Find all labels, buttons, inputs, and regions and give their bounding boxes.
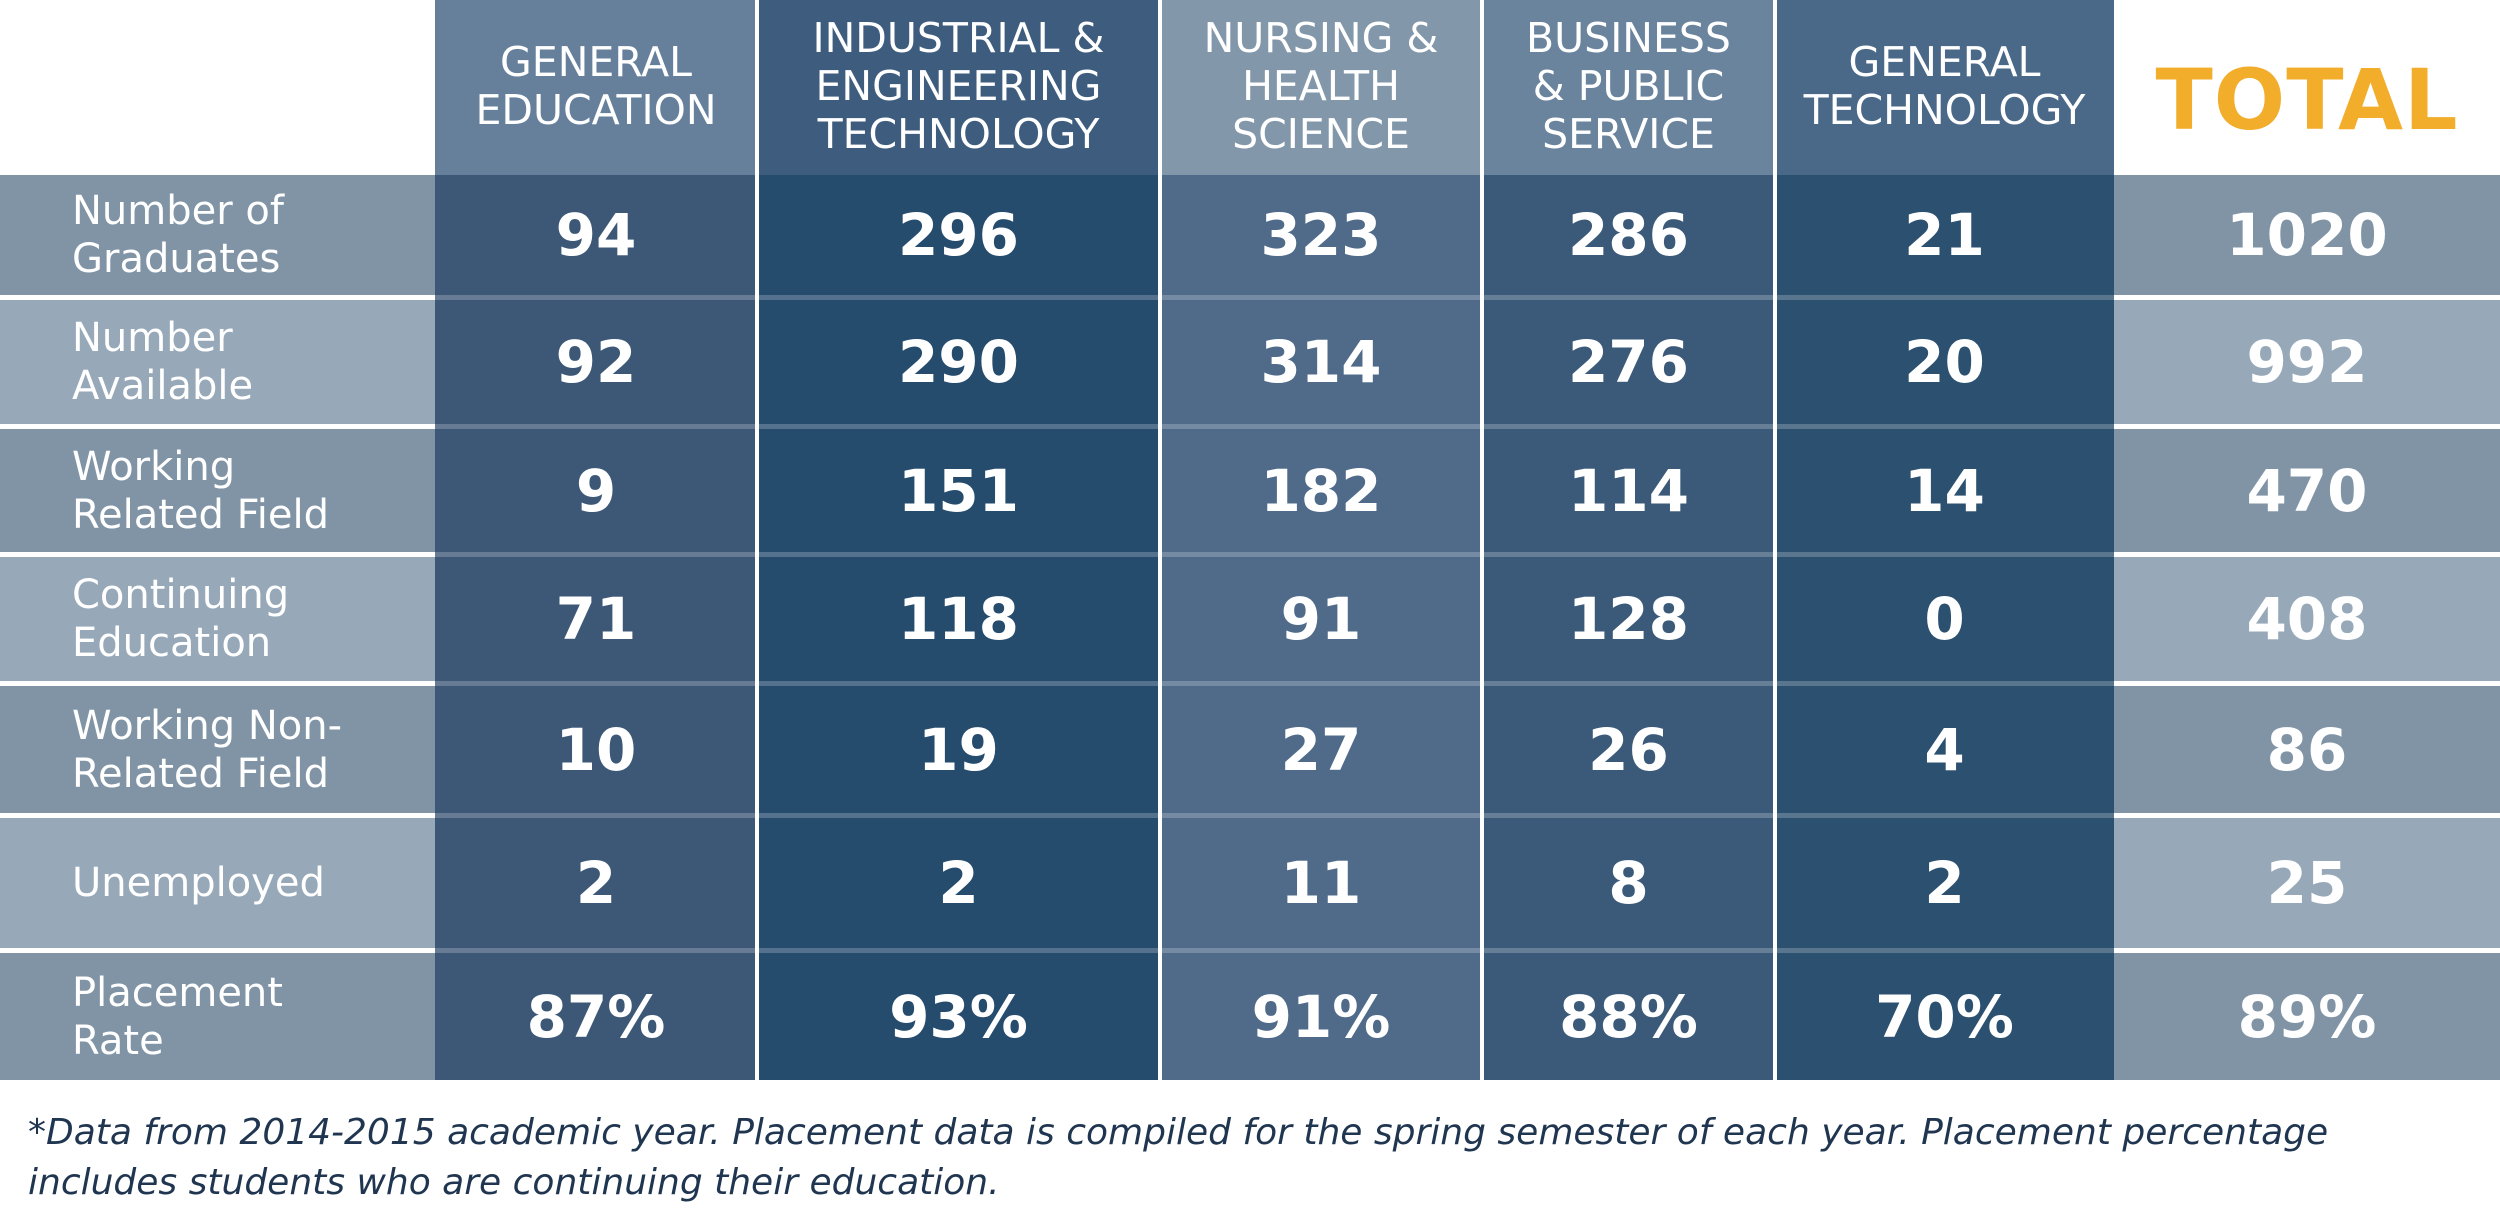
table-cell: 94	[555, 201, 637, 269]
table-cell: 286	[1567, 201, 1690, 269]
column-header-bg	[1482, 0, 1775, 175]
placement-table: GENERAL EDUCATION INDUSTRIAL & ENGINEERIN…	[0, 0, 2500, 1080]
column-body-bg	[1775, 175, 2114, 1080]
row-divider	[0, 948, 435, 953]
row-divider	[0, 552, 435, 557]
table-cell: 2	[1924, 849, 1965, 917]
row-divider	[435, 948, 2114, 953]
column-header: INDUSTRIAL & ENGINEERING TECHNOLOGY	[812, 14, 1105, 158]
row-divider	[2114, 948, 2500, 953]
row-label: Placement Rate	[72, 969, 283, 1064]
table-cell: 27	[1280, 715, 1362, 784]
table-cell: 114	[1567, 456, 1690, 525]
row-divider	[435, 813, 2114, 818]
table-cell: 87%	[526, 982, 666, 1051]
column-header: NURSING & HEALTH SCIENCE	[1203, 14, 1439, 158]
table-cell: 14	[1904, 456, 1985, 525]
table-cell: 93%	[889, 982, 1028, 1051]
column-body-bg	[1160, 175, 1482, 1080]
table-cell: 9	[575, 456, 617, 525]
table-cell: 0	[1924, 585, 1965, 653]
table-cell: 92	[555, 328, 637, 396]
column-header: GENERAL TECHNOLOGY	[1803, 38, 2086, 134]
table-cell: 10	[555, 715, 637, 784]
column-body-bg	[757, 175, 1160, 1080]
table-cell: 88%	[1559, 982, 1698, 1051]
row-label: Number Available	[72, 315, 254, 409]
column-body-bg	[435, 175, 757, 1080]
row-divider	[435, 295, 2114, 300]
column-header: BUSINESS & PUBLIC SERVICE	[1526, 14, 1731, 158]
row-divider	[2114, 424, 2500, 429]
row-divider	[2114, 813, 2500, 818]
column-divider	[1773, 0, 1777, 1080]
table-cell: 91	[1280, 585, 1362, 653]
row-label: Number of Graduates	[72, 188, 284, 282]
table-cell: 290	[897, 328, 1020, 396]
table-cell: 21	[1904, 201, 1985, 269]
table-cell: 26	[1588, 715, 1669, 784]
total-cell: 408	[2246, 585, 2368, 653]
column-header-bg	[1775, 0, 2114, 175]
column-divider	[755, 0, 759, 1080]
row-label: Continuing Education	[72, 572, 290, 666]
row-label: Working Related Field	[72, 443, 329, 538]
table-cell: 118	[897, 585, 1020, 653]
row-divider	[435, 424, 2114, 429]
row-divider	[2114, 295, 2500, 300]
total-cell: 89%	[2237, 982, 2377, 1051]
column-divider	[1480, 0, 1484, 1080]
row-divider	[0, 813, 435, 818]
footnote: *Data from 2014-2015 academic year. Plac…	[28, 1112, 2329, 1203]
column-header-bg	[435, 0, 757, 175]
table-cell: 91%	[1251, 982, 1391, 1051]
table-cell: 2	[938, 849, 979, 917]
column-header-bg	[757, 0, 1160, 175]
table-cell: 2	[575, 849, 617, 917]
row-label: Unemployed	[72, 860, 325, 906]
table-cell: 11	[1280, 849, 1362, 917]
row-divider	[0, 424, 435, 429]
column-header-bg	[1160, 0, 1482, 175]
row-divider	[435, 552, 2114, 557]
column-header: GENERAL EDUCATION	[475, 38, 717, 134]
row-divider	[2114, 552, 2500, 557]
total-cell: 992	[2246, 328, 2368, 396]
total-cell: 86	[2266, 715, 2348, 784]
table-cell: 70%	[1875, 982, 2014, 1051]
column-divider	[1158, 0, 1162, 1080]
row-divider	[435, 681, 2114, 686]
row-divider	[0, 295, 435, 300]
table-cell: 128	[1567, 585, 1690, 653]
total-cell: 470	[2246, 456, 2368, 525]
table-cell: 323	[1260, 201, 1382, 269]
table-cell: 182	[1260, 456, 1382, 525]
row-divider	[0, 681, 435, 686]
table-cell: 296	[897, 201, 1020, 269]
row-label: Working Non- Related Field	[72, 702, 343, 797]
table-cell: 276	[1567, 328, 1690, 396]
table-cell: 4	[1924, 715, 1965, 784]
table-cell: 151	[897, 456, 1020, 525]
table-cell: 19	[918, 715, 999, 784]
table-cell: 71	[555, 585, 637, 653]
total-cell: 1020	[2226, 201, 2388, 269]
row-divider	[2114, 681, 2500, 686]
table-cell: 8	[1608, 849, 1649, 917]
column-body-bg	[1482, 175, 1775, 1080]
total-header: TOTAL	[2155, 51, 2459, 149]
table-cell: 314	[1260, 328, 1382, 396]
total-cell: 25	[2266, 849, 2348, 917]
table-cell: 20	[1904, 328, 1985, 396]
